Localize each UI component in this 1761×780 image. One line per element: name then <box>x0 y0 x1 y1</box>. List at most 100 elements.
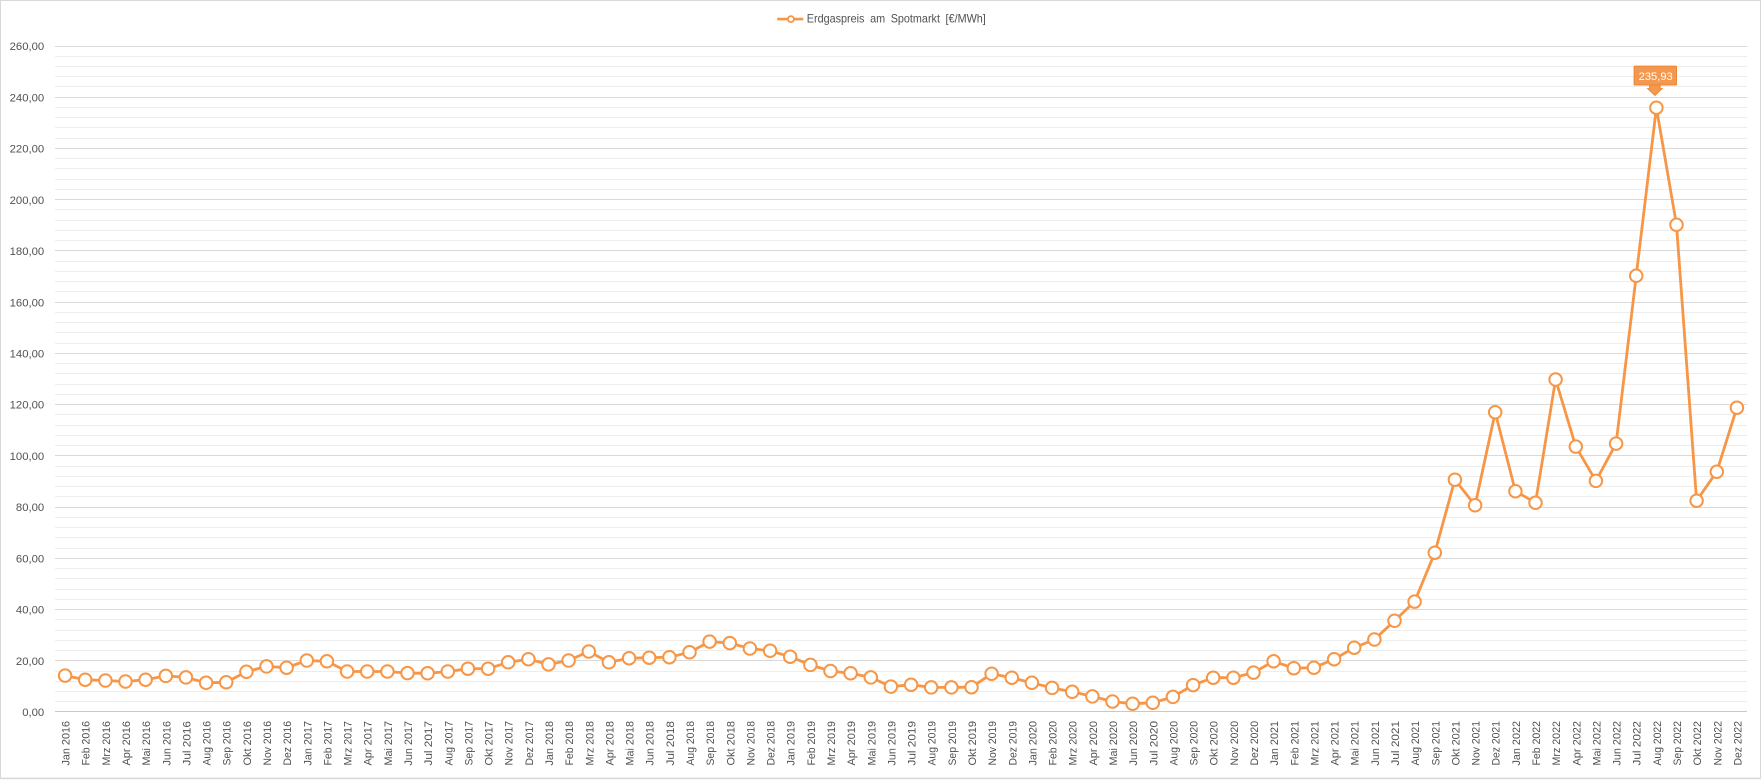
svg-text:Okt 2022: Okt 2022 <box>1692 721 1704 766</box>
svg-text:Sep 2021: Sep 2021 <box>1430 721 1442 766</box>
svg-text:Feb 2020: Feb 2020 <box>1048 721 1060 766</box>
svg-text:Mrz 2018: Mrz 2018 <box>584 721 596 766</box>
svg-text:180,00: 180,00 <box>10 246 45 258</box>
svg-text:Mrz 2022: Mrz 2022 <box>1551 721 1563 766</box>
svg-text:Erdgaspreis am Spotmarkt [€/MW: Erdgaspreis am Spotmarkt [€/MWh] <box>807 12 986 25</box>
svg-text:Nov 2022: Nov 2022 <box>1712 721 1724 766</box>
svg-text:Mai 2022: Mai 2022 <box>1591 721 1603 766</box>
svg-text:220,00: 220,00 <box>10 144 45 156</box>
svg-text:Mrz 2020: Mrz 2020 <box>1068 721 1080 766</box>
svg-text:Mrz 2017: Mrz 2017 <box>343 721 355 766</box>
svg-text:Jul 2017: Jul 2017 <box>423 721 435 766</box>
svg-text:Apr 2022: Apr 2022 <box>1571 721 1583 766</box>
svg-text:200,00: 200,00 <box>10 195 45 207</box>
svg-text:Sep 2018: Sep 2018 <box>705 721 717 766</box>
svg-text:Apr 2020: Apr 2020 <box>1088 721 1100 766</box>
svg-text:Jul 2018: Jul 2018 <box>665 721 677 766</box>
svg-text:60,00: 60,00 <box>16 553 44 565</box>
svg-text:Feb 2019: Feb 2019 <box>806 721 818 766</box>
svg-text:Nov 2021: Nov 2021 <box>1471 721 1483 766</box>
svg-text:Jun 2016: Jun 2016 <box>161 721 173 766</box>
svg-text:Dez 2019: Dez 2019 <box>1007 721 1019 766</box>
svg-text:140,00: 140,00 <box>10 349 45 361</box>
svg-text:Mai 2018: Mai 2018 <box>625 721 637 766</box>
svg-text:Jul 2016: Jul 2016 <box>181 721 193 766</box>
svg-text:Jan 2021: Jan 2021 <box>1269 721 1281 766</box>
svg-text:Aug 2020: Aug 2020 <box>1168 721 1180 766</box>
svg-text:20,00: 20,00 <box>16 656 44 668</box>
svg-text:Apr 2016: Apr 2016 <box>121 721 133 766</box>
svg-text:Aug 2017: Aug 2017 <box>443 721 455 766</box>
svg-text:Nov 2017: Nov 2017 <box>504 721 516 766</box>
svg-text:Feb 2021: Feb 2021 <box>1289 721 1301 766</box>
svg-text:Aug 2016: Aug 2016 <box>202 721 214 766</box>
svg-text:Okt 2016: Okt 2016 <box>242 721 254 766</box>
svg-text:260,00: 260,00 <box>10 41 45 53</box>
svg-text:Sep 2020: Sep 2020 <box>1189 721 1201 766</box>
svg-text:Nov 2019: Nov 2019 <box>987 721 999 766</box>
svg-text:Mai 2019: Mai 2019 <box>866 721 878 766</box>
svg-text:Aug 2018: Aug 2018 <box>685 721 697 766</box>
svg-text:Sep 2022: Sep 2022 <box>1672 721 1684 766</box>
svg-text:Nov 2016: Nov 2016 <box>262 721 274 766</box>
svg-text:Nov 2020: Nov 2020 <box>1229 721 1241 766</box>
svg-text:Aug 2019: Aug 2019 <box>927 721 939 766</box>
svg-text:100,00: 100,00 <box>10 451 45 463</box>
svg-text:Mrz 2019: Mrz 2019 <box>826 721 838 766</box>
svg-text:Jan 2022: Jan 2022 <box>1511 721 1523 766</box>
svg-text:Mrz 2016: Mrz 2016 <box>101 721 113 766</box>
svg-text:160,00: 160,00 <box>10 297 45 309</box>
svg-text:Jan 2018: Jan 2018 <box>544 721 556 766</box>
svg-text:0,00: 0,00 <box>22 707 44 719</box>
svg-text:Jan 2019: Jan 2019 <box>786 721 798 766</box>
svg-text:Okt 2021: Okt 2021 <box>1450 721 1462 766</box>
svg-text:Dez 2017: Dez 2017 <box>524 721 536 766</box>
svg-text:Mai 2021: Mai 2021 <box>1350 721 1362 766</box>
svg-text:Okt 2020: Okt 2020 <box>1209 721 1221 766</box>
svg-text:Jan 2016: Jan 2016 <box>61 721 73 766</box>
svg-text:Feb 2016: Feb 2016 <box>81 721 93 766</box>
svg-text:240,00: 240,00 <box>10 92 45 104</box>
svg-text:Jun 2020: Jun 2020 <box>1128 721 1140 766</box>
svg-text:Dez 2022: Dez 2022 <box>1732 721 1744 766</box>
svg-text:Okt 2017: Okt 2017 <box>484 721 496 766</box>
svg-text:120,00: 120,00 <box>10 400 45 412</box>
svg-text:Feb 2017: Feb 2017 <box>322 721 334 766</box>
svg-text:Feb 2022: Feb 2022 <box>1531 721 1543 766</box>
svg-text:Apr 2021: Apr 2021 <box>1330 721 1342 766</box>
svg-text:Okt 2019: Okt 2019 <box>967 721 979 766</box>
svg-text:Jul 2020: Jul 2020 <box>1148 721 1160 766</box>
svg-text:Jun 2019: Jun 2019 <box>886 721 898 766</box>
svg-text:Jun 2022: Jun 2022 <box>1612 721 1624 766</box>
svg-text:Jan 2020: Jan 2020 <box>1027 721 1039 766</box>
svg-text:40,00: 40,00 <box>16 605 44 617</box>
svg-text:Sep 2019: Sep 2019 <box>947 721 959 766</box>
svg-text:Dez 2018: Dez 2018 <box>766 721 778 766</box>
svg-text:Mrz 2021: Mrz 2021 <box>1309 721 1321 766</box>
svg-text:Jan 2017: Jan 2017 <box>302 721 314 766</box>
svg-text:Nov 2018: Nov 2018 <box>745 721 757 766</box>
svg-text:80,00: 80,00 <box>16 502 44 514</box>
svg-text:Mai 2016: Mai 2016 <box>141 721 153 766</box>
svg-text:Feb 2018: Feb 2018 <box>564 721 576 766</box>
svg-text:Dez 2016: Dez 2016 <box>282 721 294 766</box>
svg-text:235,93: 235,93 <box>1639 71 1673 83</box>
svg-text:Apr 2019: Apr 2019 <box>846 721 858 766</box>
svg-text:Apr 2018: Apr 2018 <box>604 721 616 766</box>
svg-text:Okt 2018: Okt 2018 <box>725 721 737 766</box>
svg-text:Jun 2021: Jun 2021 <box>1370 721 1382 766</box>
svg-text:Aug 2021: Aug 2021 <box>1410 721 1422 766</box>
svg-text:Jul 2022: Jul 2022 <box>1632 721 1644 766</box>
svg-text:Dez 2020: Dez 2020 <box>1249 721 1261 766</box>
svg-text:Jul 2021: Jul 2021 <box>1390 721 1402 766</box>
svg-text:Mai 2020: Mai 2020 <box>1108 721 1120 766</box>
svg-text:Jun 2017: Jun 2017 <box>403 721 415 766</box>
svg-text:Jul 2019: Jul 2019 <box>907 721 919 766</box>
svg-text:Mai 2017: Mai 2017 <box>383 721 395 766</box>
svg-text:Dez 2021: Dez 2021 <box>1491 721 1503 766</box>
svg-text:Sep 2017: Sep 2017 <box>463 721 475 766</box>
svg-text:Aug 2022: Aug 2022 <box>1652 721 1664 766</box>
svg-text:Apr 2017: Apr 2017 <box>363 721 375 766</box>
svg-text:Jun 2018: Jun 2018 <box>645 721 657 766</box>
svg-text:Sep 2016: Sep 2016 <box>222 721 234 766</box>
